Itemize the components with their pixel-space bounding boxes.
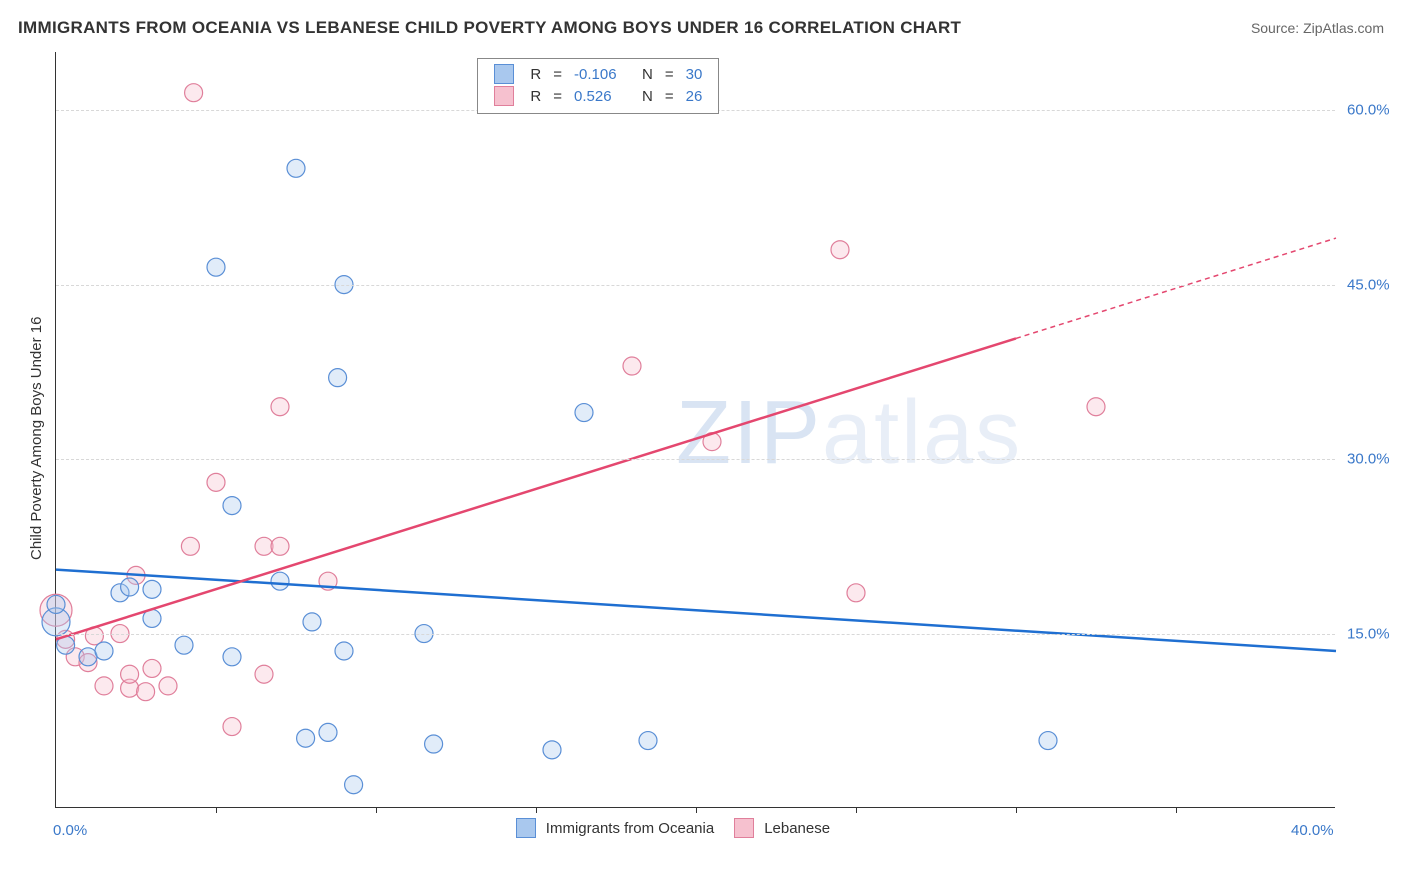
source-attribution: Source: ZipAtlas.com xyxy=(1251,20,1384,36)
series-a-point xyxy=(297,729,315,747)
series-a-point xyxy=(575,404,593,422)
series-b-swatch xyxy=(734,818,754,838)
correlation-legend: R=-0.106N=30R=0.526N=26 xyxy=(477,58,719,114)
series-a-point xyxy=(543,741,561,759)
legend-row: R=0.526N=26 xyxy=(488,85,708,107)
series-b-point xyxy=(185,84,203,102)
chart-svg xyxy=(56,52,1336,808)
series-b-point xyxy=(159,677,177,695)
legend-item: Immigrants from Oceania xyxy=(516,818,714,838)
x-tick xyxy=(216,807,217,813)
series-a-point xyxy=(95,642,113,660)
x-tick xyxy=(696,807,697,813)
series-b-point xyxy=(223,718,241,736)
series-b-point xyxy=(121,665,139,683)
grid-line xyxy=(56,285,1335,286)
grid-line xyxy=(56,459,1335,460)
series-b-point xyxy=(847,584,865,602)
y-tick-label: 45.0% xyxy=(1347,276,1390,293)
x-tick xyxy=(1016,807,1017,813)
series-b-swatch xyxy=(494,86,514,106)
series-b-trendline-extrapolated xyxy=(1016,238,1336,338)
series-b-point xyxy=(95,677,113,695)
series-b-point xyxy=(271,398,289,416)
x-tick xyxy=(536,807,537,813)
series-b-point xyxy=(143,659,161,677)
series-a-point xyxy=(639,732,657,750)
chart-title: IMMIGRANTS FROM OCEANIA VS LEBANESE CHIL… xyxy=(18,18,961,38)
legend-table: R=-0.106N=30R=0.526N=26 xyxy=(488,63,708,107)
series-a-point xyxy=(223,648,241,666)
series-b-point xyxy=(831,241,849,259)
series-a-point xyxy=(223,497,241,515)
series-a-swatch xyxy=(494,64,514,84)
series-a-point xyxy=(79,648,97,666)
series-b-point xyxy=(255,537,273,555)
plot-area: ZIPatlas xyxy=(55,52,1335,808)
series-a-trendline xyxy=(56,570,1336,651)
y-tick-label: 60.0% xyxy=(1347,102,1390,119)
series-b-trendline xyxy=(56,338,1016,639)
legend-row: R=-0.106N=30 xyxy=(488,63,708,85)
series-a-point xyxy=(303,613,321,631)
series-a-point xyxy=(335,642,353,660)
series-legend: Immigrants from Oceania Lebanese xyxy=(516,818,830,838)
x-tick xyxy=(376,807,377,813)
series-a-point xyxy=(345,776,363,794)
y-tick-label: 30.0% xyxy=(1347,451,1390,468)
series-b-point xyxy=(181,537,199,555)
series-a-point xyxy=(175,636,193,654)
series-a-point xyxy=(287,159,305,177)
x-tick xyxy=(856,807,857,813)
series-a-point xyxy=(143,580,161,598)
series-b-point xyxy=(207,473,225,491)
x-axis-max-label: 40.0% xyxy=(1291,822,1334,839)
x-axis-min-label: 0.0% xyxy=(53,822,87,839)
x-tick xyxy=(1176,807,1177,813)
grid-line xyxy=(56,634,1335,635)
series-a-point xyxy=(1039,732,1057,750)
series-b-point xyxy=(271,537,289,555)
series-a-point xyxy=(425,735,443,753)
y-tick-label: 15.0% xyxy=(1347,625,1390,642)
series-b-point xyxy=(137,683,155,701)
series-a-point xyxy=(271,572,289,590)
series-b-point xyxy=(1087,398,1105,416)
series-b-point xyxy=(255,665,273,683)
series-b-point xyxy=(623,357,641,375)
series-a-point xyxy=(319,723,337,741)
series-a-point xyxy=(329,369,347,387)
legend-item: Lebanese xyxy=(734,818,830,838)
series-a-point xyxy=(207,258,225,276)
series-a-swatch xyxy=(516,818,536,838)
legend-label: Lebanese xyxy=(764,820,830,837)
series-a-point xyxy=(47,595,65,613)
y-axis-title: Child Poverty Among Boys Under 16 xyxy=(28,317,45,560)
legend-label: Immigrants from Oceania xyxy=(546,820,714,837)
series-a-point xyxy=(121,578,139,596)
